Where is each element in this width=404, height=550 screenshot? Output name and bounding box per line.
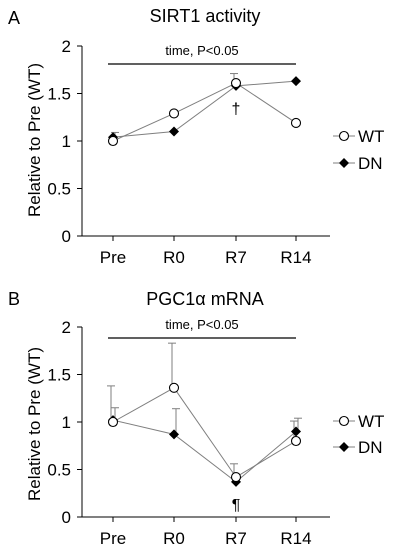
series-line-dn — [112, 80, 297, 138]
x-tick-label: R14 — [280, 529, 311, 548]
legend-wt-label: WT — [358, 127, 384, 146]
y-tick-label: 1 — [62, 132, 71, 151]
legend-dn-marker — [339, 158, 349, 168]
y-tick-label: 1.5 — [47, 366, 71, 385]
data-point-dn — [291, 426, 301, 437]
series-line-dn — [112, 419, 297, 483]
data-point-wt — [107, 135, 119, 147]
legend-dn-label: DN — [358, 154, 383, 173]
chart-panel-a: A SIRT1 activity Relative to Pre (WT) ti… — [8, 6, 384, 267]
data-point-wt — [168, 108, 180, 119]
significance-marker: † — [232, 101, 241, 118]
y-tick-label: 0 — [62, 227, 71, 246]
data-point-wt — [290, 117, 302, 128]
legend-wt-marker — [338, 130, 350, 142]
y-tick-label: 2 — [62, 318, 71, 337]
x-tick-label: R7 — [225, 529, 247, 548]
y-tick-label: 2 — [62, 37, 71, 56]
x-tick-label: R7 — [225, 248, 247, 267]
legend-wt-marker — [338, 415, 350, 427]
stat-annotation: time, P<0.05 — [165, 43, 238, 58]
y-tick-label: 1 — [62, 413, 71, 432]
panel-label: A — [8, 8, 20, 28]
series-line-wt — [112, 82, 297, 142]
stat-annotation: time, P<0.05 — [165, 317, 238, 332]
significance-marker: ¶ — [232, 497, 241, 514]
legend-dn-marker — [339, 442, 349, 452]
x-tick-label: Pre — [100, 248, 126, 267]
legend: WT DN — [333, 412, 384, 457]
y-axis-label: Relative to Pre (WT) — [25, 347, 44, 501]
data-point-wt — [168, 382, 180, 393]
legend: WT DN — [333, 127, 384, 173]
legend-dn-label: DN — [358, 438, 383, 457]
y-tick-label: 0.5 — [47, 180, 71, 199]
series-line-wt — [112, 387, 297, 478]
chart-title: SIRT1 activity — [150, 6, 261, 26]
legend-wt-label: WT — [358, 412, 384, 431]
data-point-dn — [291, 76, 301, 87]
data-point-dn — [169, 126, 179, 137]
data-point-wt — [107, 416, 119, 428]
x-tick-label: Pre — [100, 529, 126, 548]
y-tick-label: 0.5 — [47, 461, 71, 480]
data-point-dn — [169, 429, 179, 440]
chart-title: PGC1α mRNA — [146, 289, 263, 309]
panel-label: B — [8, 289, 20, 309]
x-tick-label: R0 — [163, 529, 185, 548]
x-tick-label: R14 — [280, 248, 311, 267]
chart-panel-b: B PGC1α mRNA Relative to Pre (WT) time, … — [8, 289, 384, 548]
data-point-wt — [230, 78, 242, 89]
y-axis-label: Relative to Pre (WT) — [25, 63, 44, 217]
data-point-wt — [230, 472, 242, 483]
y-tick-label: 0 — [62, 508, 71, 527]
y-tick-label: 1.5 — [47, 85, 71, 104]
x-tick-label: R0 — [163, 248, 185, 267]
data-point-wt — [290, 435, 302, 447]
